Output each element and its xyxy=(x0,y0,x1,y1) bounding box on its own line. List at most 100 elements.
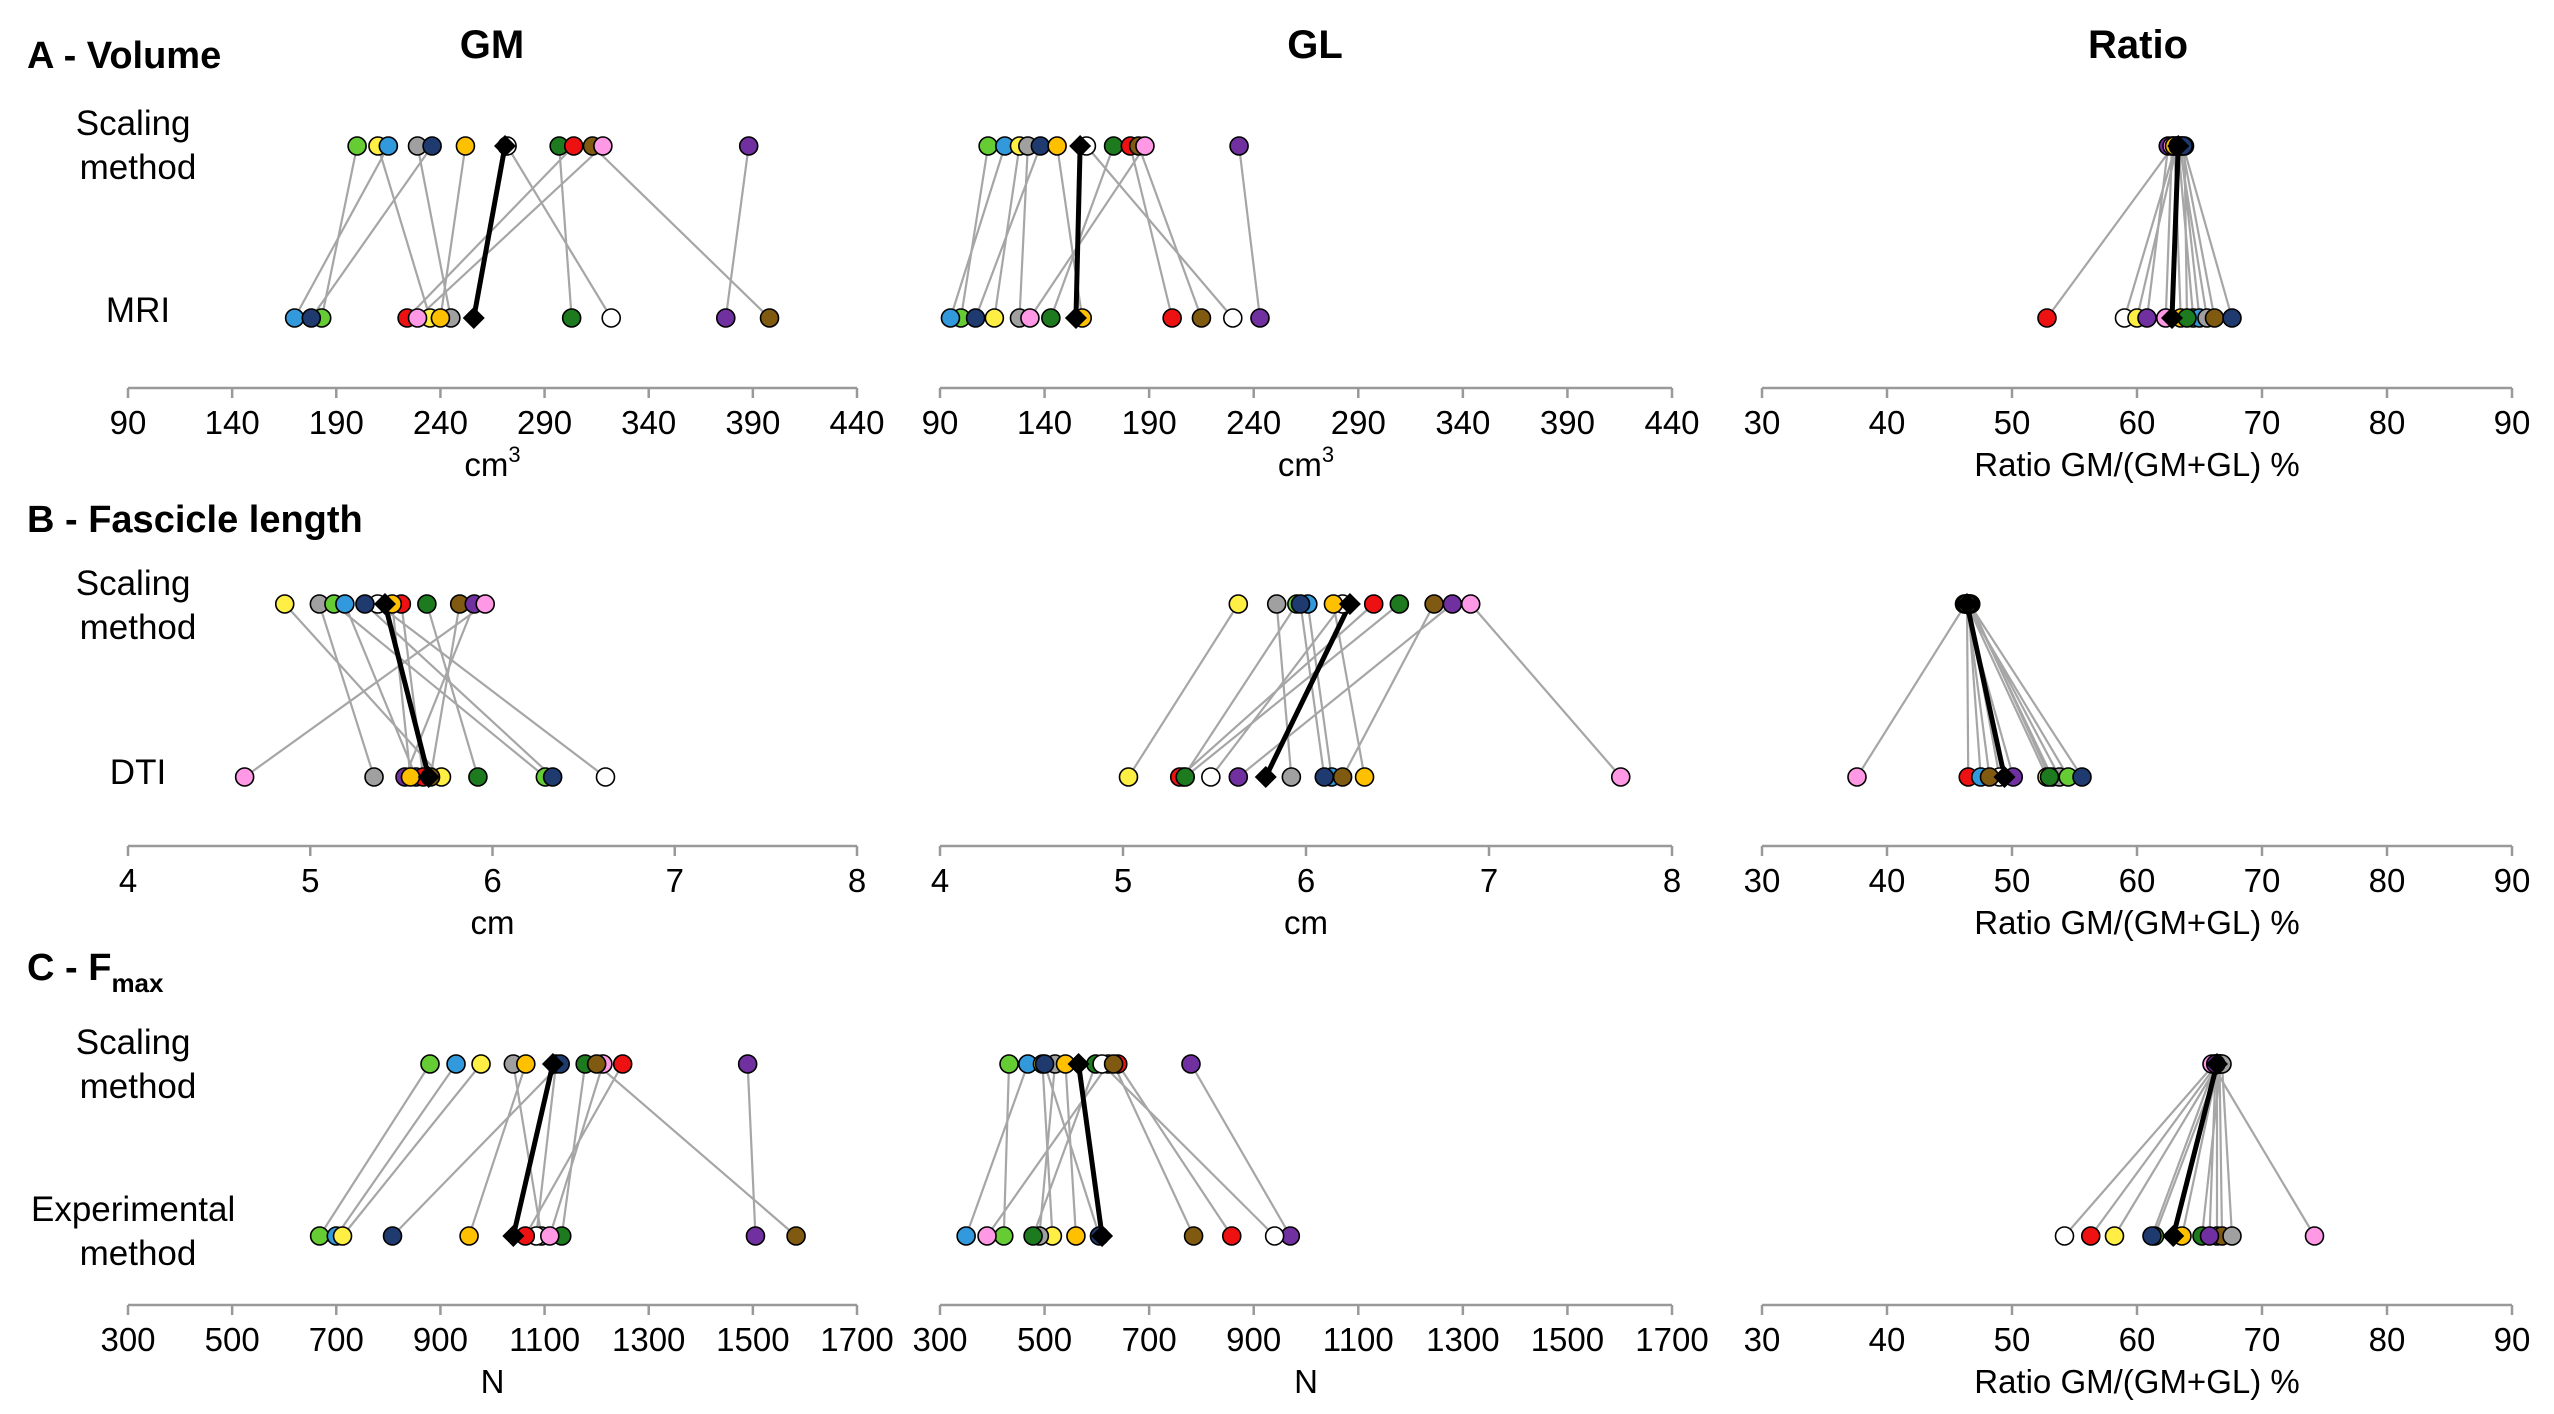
pair-link-navy xyxy=(2182,145,2234,319)
x-tick-label: 70 xyxy=(2244,404,2281,441)
point-top-yellow xyxy=(471,1054,491,1074)
x-axis-label: cm xyxy=(1284,904,1328,941)
x-tick-label: 7 xyxy=(666,862,684,899)
panel-1-0: 4 5 6 7 8 cm xyxy=(119,593,866,941)
mean-marker-top xyxy=(1067,1053,1090,1075)
x-tick-label: 40 xyxy=(1869,862,1906,899)
point-bottom-purple xyxy=(2137,308,2157,328)
panel-0-2: 30 40 50 60 70 80 90 Ratio GM/(GM+GL) % xyxy=(1744,135,2530,483)
x-tick-label: 500 xyxy=(1017,1321,1072,1358)
x-axis-label: cm3 xyxy=(1278,442,1334,483)
pair-link-lime xyxy=(1182,603,1298,778)
pair-link-yellow xyxy=(341,1063,482,1237)
x-tick-label: 1100 xyxy=(1323,1321,1394,1358)
mean-marker-top xyxy=(1956,593,1978,615)
column-header-ratio: Ratio xyxy=(2088,23,2188,67)
point-top-pink xyxy=(593,136,613,156)
x-tick-label: 80 xyxy=(2369,1321,2406,1358)
point-top-purple xyxy=(1442,594,1463,614)
x-tick-label: 5 xyxy=(1114,862,1132,899)
point-top-lime xyxy=(978,136,998,156)
row-label-c-bottom-line1: Experimental xyxy=(31,1190,235,1229)
pair-link-gray xyxy=(2220,1063,2234,1237)
x-tick-label: 50 xyxy=(1994,862,2031,899)
pair-link-green xyxy=(1969,603,2051,778)
x-tick-label: 1700 xyxy=(1635,1321,1708,1358)
x-tick-label: 60 xyxy=(2119,404,2156,441)
point-top-gray xyxy=(1266,594,1287,614)
pair-link-gold xyxy=(1064,1063,1078,1237)
x-tick-label: 8 xyxy=(848,862,866,899)
point-bottom-gray xyxy=(1281,767,1302,787)
mean-marker-bottom xyxy=(1993,766,2016,788)
x-tick-label: 240 xyxy=(413,404,468,441)
x-tick-label: 8 xyxy=(1663,862,1681,899)
point-bottom-green xyxy=(1023,1226,1043,1246)
pair-link-brown xyxy=(2180,145,2216,319)
pair-link-red xyxy=(1178,603,1375,778)
x-tick-label: 300 xyxy=(912,1321,967,1358)
pair-link-white xyxy=(2123,145,2177,319)
row-label-c-bottom-line2: method xyxy=(80,1234,197,1273)
mean-marker-top xyxy=(1338,593,1361,615)
pair-link-pink xyxy=(416,145,604,319)
point-bottom-pink xyxy=(1020,308,1040,328)
point-bottom-white xyxy=(1223,308,1243,328)
x-tick-label: 7 xyxy=(1480,862,1498,899)
pair-link-pink xyxy=(1469,603,1622,778)
point-bottom-purple xyxy=(1250,308,1270,328)
x-tick-label: 140 xyxy=(1017,404,1072,441)
pair-link-green xyxy=(1049,145,1115,319)
mean-marker-top xyxy=(1069,135,1092,157)
x-tick-label: 1700 xyxy=(820,1321,893,1358)
point-top-navy xyxy=(1030,136,1051,156)
column-header-gm: GM xyxy=(460,23,524,67)
point-top-navy xyxy=(1034,1054,1055,1074)
panel-1-1: 4 5 6 7 8 cm xyxy=(931,593,1681,941)
point-bottom-pink xyxy=(234,767,255,787)
pair-link-purple xyxy=(1237,603,1454,778)
pair-link-pink xyxy=(2164,145,2174,319)
pair-link-red xyxy=(524,1063,624,1237)
point-top-lime xyxy=(347,136,367,156)
point-bottom-pink xyxy=(407,308,428,328)
point-bottom-lime xyxy=(309,1226,330,1246)
point-top-blue xyxy=(378,136,399,156)
pair-link-green xyxy=(1032,1063,1097,1237)
point-bottom-navy xyxy=(1314,767,1335,787)
mean-marker-bottom xyxy=(2162,1225,2185,1247)
x-tick-label: 390 xyxy=(1540,404,1595,441)
x-tick-label: 30 xyxy=(1744,862,1781,899)
pair-link-gold xyxy=(391,603,412,778)
point-top-brown xyxy=(1424,594,1444,614)
pair-link-pink xyxy=(1856,603,1967,778)
pair-link-gray xyxy=(2178,145,2209,319)
pair-link-purple xyxy=(746,1063,757,1237)
x-tick-label: 90 xyxy=(110,404,147,441)
pair-link-red xyxy=(1116,1063,1233,1237)
point-bottom-green xyxy=(1175,767,1196,787)
point-top-red xyxy=(1363,594,1384,614)
point-bottom-red xyxy=(1221,1226,1242,1246)
mean-link xyxy=(2169,145,2181,319)
pair-link-navy xyxy=(974,145,1042,319)
point-top-yellow xyxy=(1228,594,1249,614)
pair-link-brown xyxy=(1341,603,1436,778)
mean-link xyxy=(510,1063,556,1237)
x-axis-label: cm3 xyxy=(464,442,520,483)
pair-link-pink xyxy=(1029,145,1146,319)
point-bottom-pink xyxy=(2304,1226,2325,1246)
x-tick-label: 240 xyxy=(1226,404,1281,441)
point-top-gold xyxy=(1047,136,1067,156)
point-top-brown xyxy=(586,1054,607,1074)
x-tick-label: 4 xyxy=(119,862,137,899)
x-tick-label: 80 xyxy=(2369,862,2406,899)
pair-link-brown xyxy=(595,1063,797,1237)
point-bottom-navy xyxy=(2142,1226,2162,1246)
x-axis-label: Ratio GM/(GM+GL) % xyxy=(1974,1363,2299,1400)
point-bottom-gray xyxy=(364,767,384,787)
point-bottom-pink xyxy=(539,1226,560,1246)
x-tick-label: 700 xyxy=(309,1321,364,1358)
x-tick-label: 1300 xyxy=(612,1321,685,1358)
